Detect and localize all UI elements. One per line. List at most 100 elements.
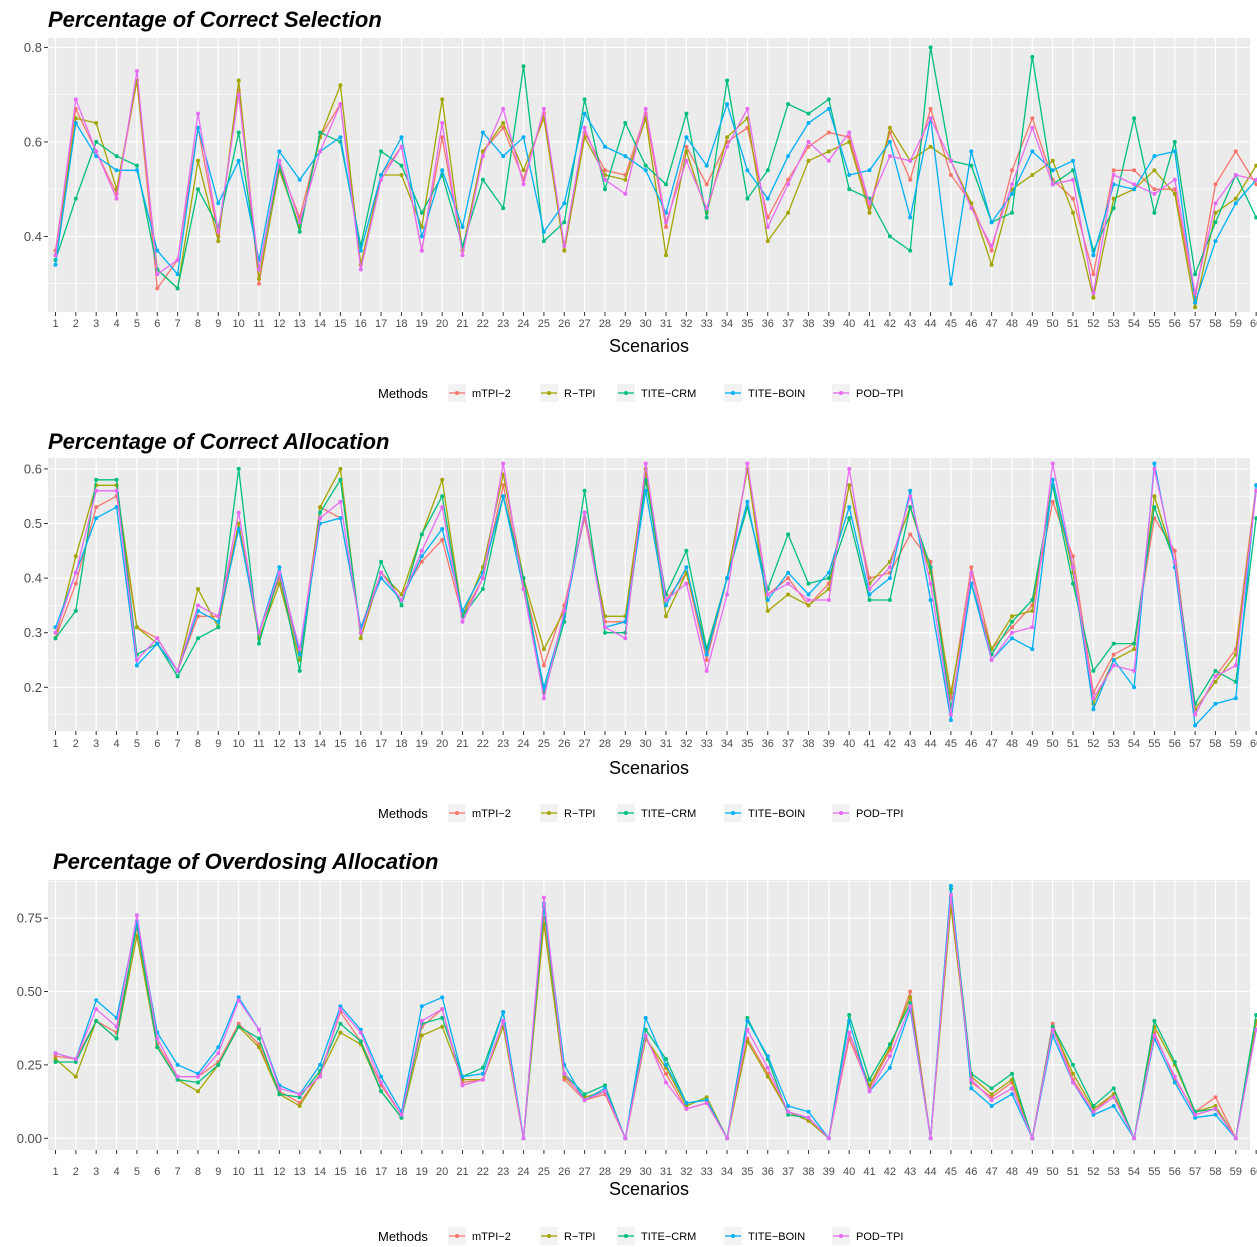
legend-title: Methods [378, 386, 428, 401]
x-tick-label: 21 [456, 318, 468, 330]
data-point [53, 636, 58, 641]
data-point [480, 576, 485, 581]
legend-key-point [455, 811, 459, 815]
data-point [419, 554, 424, 559]
x-tick-label: 12 [273, 738, 285, 750]
data-point [1233, 173, 1238, 177]
data-point [399, 1115, 404, 1120]
data-point [603, 1083, 607, 1088]
data-point [521, 1136, 526, 1141]
x-axis-label: Scenarios [609, 336, 689, 356]
data-point [664, 1057, 668, 1061]
data-point [664, 253, 668, 258]
data-point [1030, 1136, 1035, 1141]
data-point [318, 149, 323, 154]
data-point [379, 1089, 384, 1094]
data-point [765, 1065, 770, 1070]
x-axis-label: Scenarios [609, 758, 689, 778]
data-point [704, 206, 709, 211]
data-point [53, 630, 58, 635]
data-point [664, 182, 668, 187]
data-point [155, 1045, 160, 1050]
data-point [196, 603, 200, 608]
x-tick-label: 50 [1047, 318, 1059, 330]
data-point [73, 570, 78, 575]
data-point [236, 130, 241, 135]
x-tick-label: 13 [294, 738, 306, 750]
data-point [114, 477, 119, 482]
data-point [175, 272, 180, 277]
data-point [358, 248, 363, 253]
data-point [155, 641, 160, 646]
data-point [501, 1018, 506, 1023]
data-point [786, 182, 791, 187]
data-point [318, 130, 323, 135]
x-tick-label: 26 [558, 1166, 570, 1178]
data-point [806, 121, 811, 125]
x-tick-label: 57 [1189, 738, 1201, 750]
data-point [1254, 516, 1257, 521]
data-point [1152, 466, 1157, 471]
data-point [358, 1030, 363, 1035]
data-point [704, 1095, 709, 1100]
legend-entry-label: R−TPI [564, 1231, 595, 1243]
data-point [480, 1071, 485, 1076]
x-tick-label: 38 [802, 1166, 814, 1178]
data-point [887, 139, 892, 144]
data-point [175, 258, 180, 262]
x-tick-label: 32 [680, 738, 692, 750]
data-point [114, 1024, 119, 1029]
x-tick-label: 8 [195, 1166, 201, 1178]
x-tick-label: 18 [395, 318, 407, 330]
data-point [155, 636, 160, 641]
x-tick-label: 31 [660, 1166, 672, 1178]
y-tick-label: 0.3 [24, 625, 42, 640]
data-point [338, 466, 343, 471]
data-point [867, 587, 872, 591]
x-tick-label: 12 [273, 318, 285, 330]
legend-title: Methods [378, 1229, 428, 1244]
data-point [216, 201, 221, 206]
x-tick-label: 10 [233, 318, 245, 330]
data-point [1111, 663, 1116, 668]
x-tick-label: 18 [395, 1166, 407, 1178]
series-line [54, 463, 1257, 717]
data-point [1213, 674, 1218, 679]
x-tick-label: 42 [884, 318, 896, 330]
data-point [664, 614, 668, 619]
data-point [94, 149, 99, 154]
data-point [826, 149, 831, 154]
x-tick-label: 40 [843, 318, 855, 330]
data-point [379, 177, 384, 182]
data-point [1213, 679, 1218, 684]
legend: Methods mTPI−2 R−TPI TITE−CRM TITE−BOIN POD−T… [378, 1227, 903, 1245]
data-point [582, 510, 587, 515]
x-tick-label: 16 [355, 738, 367, 750]
x-tick-label: 24 [517, 1166, 529, 1178]
x-tick-label: 15 [334, 1166, 346, 1178]
data-point [582, 1092, 587, 1097]
x-tick-label: 43 [904, 318, 916, 330]
data-point [1091, 1109, 1096, 1114]
x-tick-label: 56 [1169, 318, 1181, 330]
x-tick-label: 41 [863, 738, 875, 750]
x-tick-label: 17 [375, 1166, 387, 1178]
data-point [73, 1057, 78, 1061]
data-point [1010, 1071, 1014, 1076]
data-point [175, 286, 180, 291]
data-point [114, 196, 119, 201]
x-tick-label: 26 [558, 318, 570, 330]
data-point [806, 581, 811, 586]
data-point [1071, 158, 1075, 163]
data-point [541, 895, 546, 900]
data-point [1172, 559, 1177, 564]
x-tick-label: 47 [985, 738, 997, 750]
data-point [440, 97, 445, 102]
data-point [379, 173, 384, 177]
data-point [989, 220, 994, 225]
data-point [257, 267, 261, 272]
data-point [440, 995, 445, 1000]
data-point [257, 630, 261, 635]
data-point [277, 149, 282, 154]
data-point [236, 1024, 241, 1029]
